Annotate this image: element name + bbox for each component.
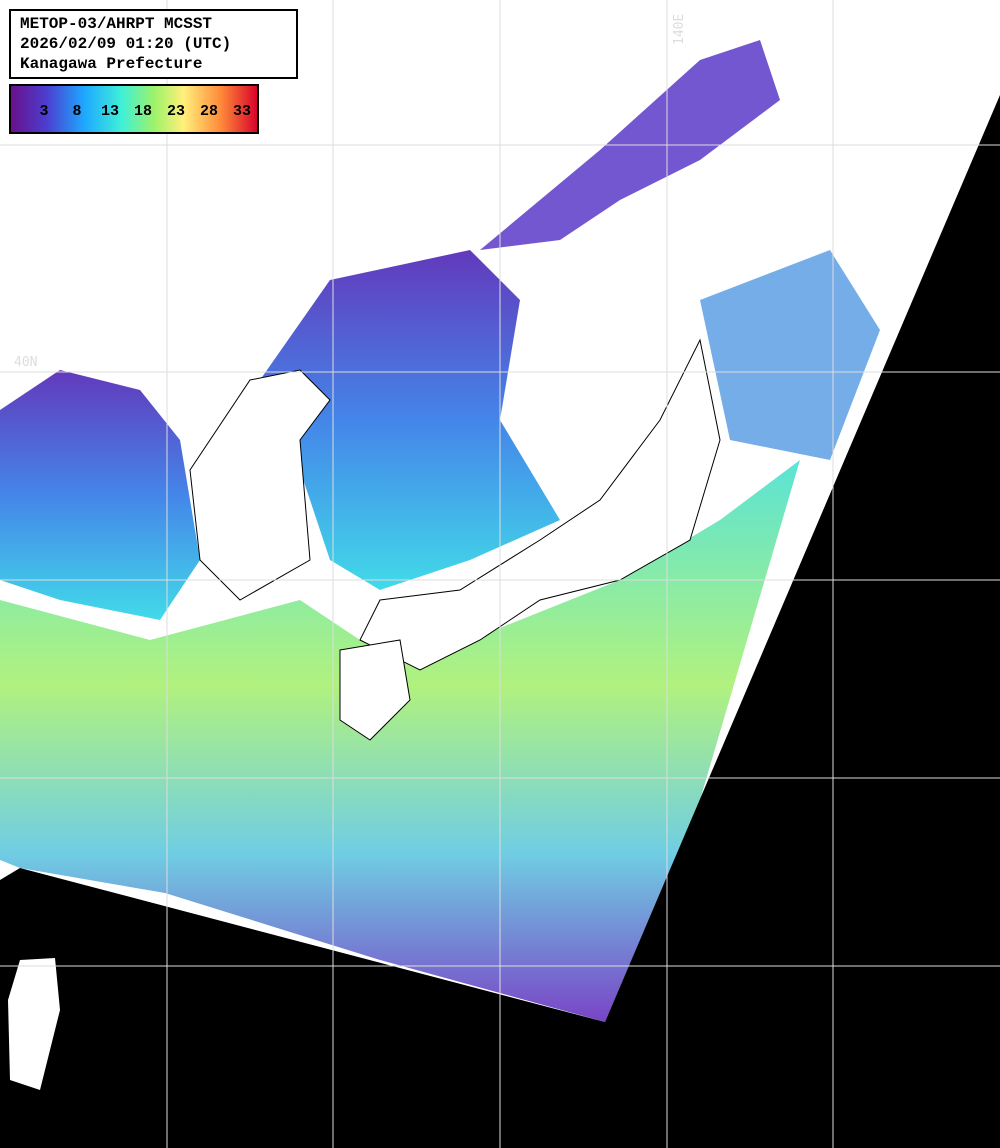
taiwan-land xyxy=(8,958,60,1090)
sea-of-japan xyxy=(260,250,560,590)
no-data-region xyxy=(0,95,1000,1148)
colorbar-label: 3 xyxy=(39,103,48,120)
header-line: 2026/02/09 01:20 (UTC) xyxy=(20,35,231,53)
longitude-label: 140E xyxy=(672,14,687,45)
colorbar: 3 8 13 18 23 28 33 xyxy=(9,84,259,134)
honshu xyxy=(359,338,721,671)
land xyxy=(7,338,721,1091)
yellow-sea xyxy=(0,370,200,620)
colorbar-label: 18 xyxy=(134,103,152,120)
header-box xyxy=(9,9,298,79)
sea-surface xyxy=(0,40,880,1022)
colorbar-label: 28 xyxy=(200,103,218,120)
pacific-east-china-sea xyxy=(0,460,800,1022)
colorbar-label: 33 xyxy=(233,103,251,120)
header: METOP-03/AHRPT MCSST 2026/02/09 01:20 (U… xyxy=(9,9,298,79)
pacific-north xyxy=(700,250,880,460)
colorbar-label: 8 xyxy=(72,103,81,120)
colorbar-ramp xyxy=(9,84,259,134)
kyushu xyxy=(339,639,411,741)
header-line: Kanagawa Prefecture xyxy=(20,55,202,73)
header-line: METOP-03/AHRPT MCSST xyxy=(20,15,212,33)
latitude-label: 40N xyxy=(14,355,37,370)
colorbar-label: 23 xyxy=(167,103,185,120)
korea xyxy=(189,369,331,601)
colorbar-label: 13 xyxy=(101,103,119,120)
